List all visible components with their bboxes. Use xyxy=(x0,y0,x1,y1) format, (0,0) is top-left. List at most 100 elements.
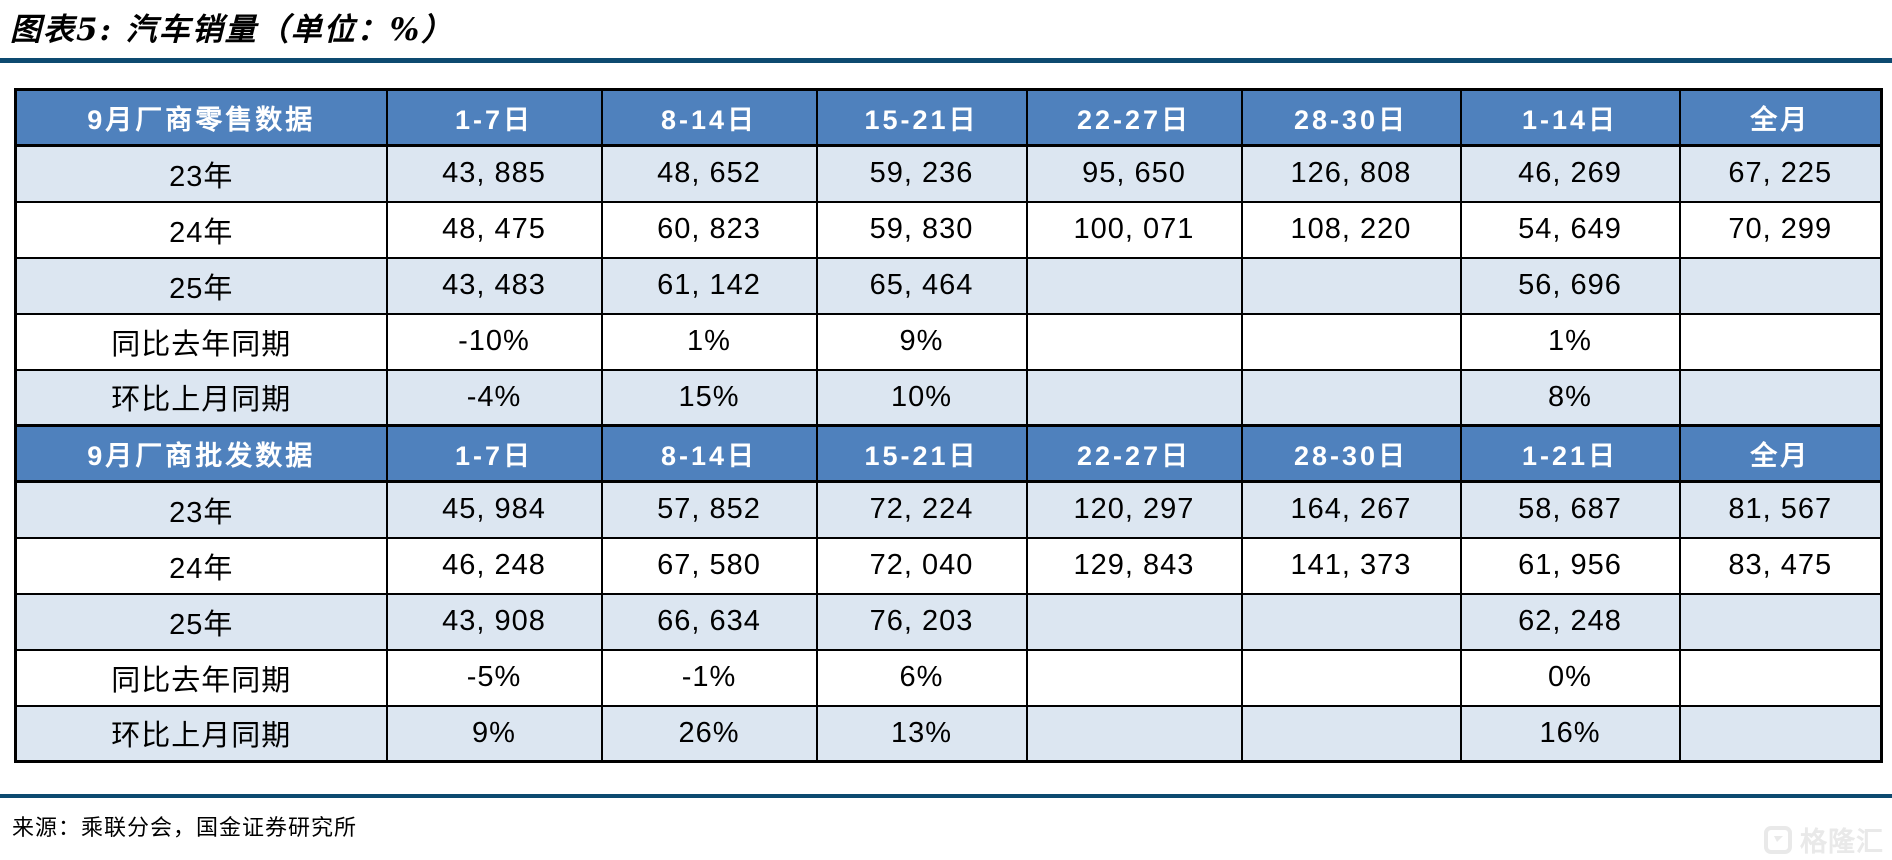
gelonghui-logo-icon xyxy=(1763,825,1793,855)
value-cell: 43, 483 xyxy=(385,256,603,315)
value-cell xyxy=(1025,648,1243,707)
value-cell: 76, 203 xyxy=(815,592,1028,651)
value-cell xyxy=(1678,704,1883,763)
value-cell: 83, 475 xyxy=(1678,536,1883,595)
value-cell: 43, 908 xyxy=(385,592,603,651)
value-cell: 62, 248 xyxy=(1459,592,1681,651)
table-row: 24年 46, 248 67, 580 72, 040 129, 843 141… xyxy=(14,536,1883,595)
value-cell: -5% xyxy=(385,648,603,707)
header-cell: 1-7日 xyxy=(385,88,603,147)
value-cell xyxy=(1678,368,1883,427)
header-cell: 8-14日 xyxy=(600,88,818,147)
value-cell: 9% xyxy=(815,312,1028,371)
row-label-cell: 23年 xyxy=(14,480,388,539)
value-cell: 46, 269 xyxy=(1459,144,1681,203)
header-cell: 9月厂商批发数据 xyxy=(14,424,388,483)
sales-data-table: 9月厂商零售数据 1-7日 8-14日 15-21日 22-27日 28-30日… xyxy=(14,88,1883,763)
header-cell: 1-7日 xyxy=(385,424,603,483)
row-label-cell: 25年 xyxy=(14,592,388,651)
value-cell: 67, 580 xyxy=(600,536,818,595)
value-cell: 81, 567 xyxy=(1678,480,1883,539)
value-cell: 66, 634 xyxy=(600,592,818,651)
value-cell xyxy=(1025,368,1243,427)
table-row: 25年 43, 908 66, 634 76, 203 62, 248 xyxy=(14,592,1883,651)
table-row: 环比上月同期 -4% 15% 10% 8% xyxy=(14,368,1883,427)
row-label-cell: 同比去年同期 xyxy=(14,648,388,707)
value-cell xyxy=(1025,704,1243,763)
header-cell: 全月 xyxy=(1678,88,1883,147)
value-cell: 56, 696 xyxy=(1459,256,1681,315)
value-cell xyxy=(1025,592,1243,651)
wholesale-header-row: 9月厂商批发数据 1-7日 8-14日 15-21日 22-27日 28-30日… xyxy=(14,424,1883,483)
value-cell xyxy=(1240,368,1462,427)
retail-header-row: 9月厂商零售数据 1-7日 8-14日 15-21日 22-27日 28-30日… xyxy=(14,88,1883,147)
table-row: 环比上月同期 9% 26% 13% 16% xyxy=(14,704,1883,763)
value-cell: 120, 297 xyxy=(1025,480,1243,539)
header-cell: 22-27日 xyxy=(1025,424,1243,483)
header-cell: 28-30日 xyxy=(1240,88,1462,147)
value-cell: 60, 823 xyxy=(600,200,818,259)
table-row: 同比去年同期 -5% -1% 6% 0% xyxy=(14,648,1883,707)
header-cell: 8-14日 xyxy=(600,424,818,483)
table-row: 25年 43, 483 61, 142 65, 464 56, 696 xyxy=(14,256,1883,315)
value-cell: 54, 649 xyxy=(1459,200,1681,259)
value-cell: 0% xyxy=(1459,648,1681,707)
value-cell xyxy=(1240,592,1462,651)
value-cell: 59, 236 xyxy=(815,144,1028,203)
value-cell: 15% xyxy=(600,368,818,427)
value-cell: 6% xyxy=(815,648,1028,707)
value-cell: 164, 267 xyxy=(1240,480,1462,539)
value-cell: 67, 225 xyxy=(1678,144,1883,203)
value-cell: 46, 248 xyxy=(385,536,603,595)
row-label-cell: 环比上月同期 xyxy=(14,704,388,763)
value-cell: 45, 984 xyxy=(385,480,603,539)
header-cell: 1-21日 xyxy=(1459,424,1681,483)
value-cell xyxy=(1025,256,1243,315)
value-cell: 126, 808 xyxy=(1240,144,1462,203)
value-cell xyxy=(1240,312,1462,371)
row-label-cell: 同比去年同期 xyxy=(14,312,388,371)
value-cell: 16% xyxy=(1459,704,1681,763)
header-cell: 9月厂商零售数据 xyxy=(14,88,388,147)
value-cell: 1% xyxy=(1459,312,1681,371)
value-cell xyxy=(1025,312,1243,371)
value-cell: 61, 956 xyxy=(1459,536,1681,595)
header-cell: 15-21日 xyxy=(815,88,1028,147)
value-cell: 65, 464 xyxy=(815,256,1028,315)
value-cell: 8% xyxy=(1459,368,1681,427)
value-cell: -1% xyxy=(600,648,818,707)
value-cell: 72, 224 xyxy=(815,480,1028,539)
value-cell xyxy=(1240,648,1462,707)
value-cell: 48, 475 xyxy=(385,200,603,259)
value-cell: -10% xyxy=(385,312,603,371)
header-cell: 15-21日 xyxy=(815,424,1028,483)
header-cell: 全月 xyxy=(1678,424,1883,483)
value-cell: 95, 650 xyxy=(1025,144,1243,203)
value-cell: 48, 652 xyxy=(600,144,818,203)
value-cell: 9% xyxy=(385,704,603,763)
figure-title: 图表5: 汽车销量（单位：%） xyxy=(10,12,455,48)
table-row: 23年 43, 885 48, 652 59, 236 95, 650 126,… xyxy=(14,144,1883,203)
value-cell: 43, 885 xyxy=(385,144,603,203)
value-cell xyxy=(1678,648,1883,707)
value-cell xyxy=(1678,312,1883,371)
top-divider-rule xyxy=(0,58,1892,63)
value-cell: 58, 687 xyxy=(1459,480,1681,539)
row-label-cell: 23年 xyxy=(14,144,388,203)
value-cell: 13% xyxy=(815,704,1028,763)
value-cell: 26% xyxy=(600,704,818,763)
value-cell: 141, 373 xyxy=(1240,536,1462,595)
watermark-text: 格隆汇 xyxy=(1800,827,1884,857)
value-cell xyxy=(1240,256,1462,315)
value-cell: 57, 852 xyxy=(600,480,818,539)
header-cell: 28-30日 xyxy=(1240,424,1462,483)
value-cell: 1% xyxy=(600,312,818,371)
table-row: 23年 45, 984 57, 852 72, 224 120, 297 164… xyxy=(14,480,1883,539)
value-cell: -4% xyxy=(385,368,603,427)
table-row: 24年 48, 475 60, 823 59, 830 100, 071 108… xyxy=(14,200,1883,259)
value-cell: 108, 220 xyxy=(1240,200,1462,259)
row-label-cell: 25年 xyxy=(14,256,388,315)
table-row: 同比去年同期 -10% 1% 9% 1% xyxy=(14,312,1883,371)
value-cell: 100, 071 xyxy=(1025,200,1243,259)
row-label-cell: 24年 xyxy=(14,536,388,595)
